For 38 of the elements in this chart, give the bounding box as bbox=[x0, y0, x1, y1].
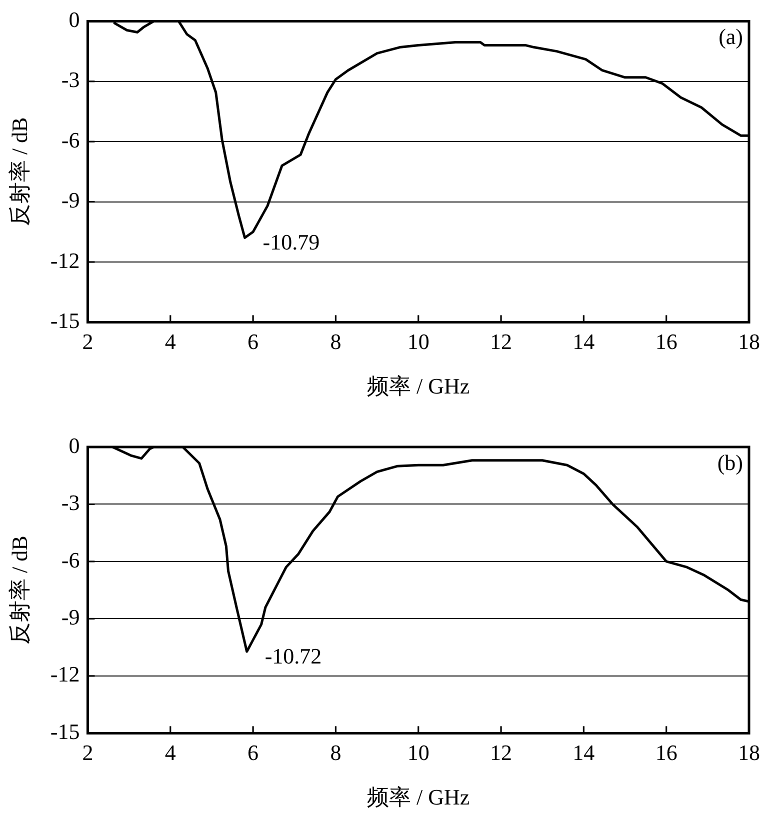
annotation: (b) bbox=[717, 450, 743, 475]
y-tick-label: -3 bbox=[61, 67, 80, 92]
y-tick-label: 0 bbox=[68, 432, 80, 458]
y-tick-label: -12 bbox=[50, 248, 80, 273]
y-tick-label: -15 bbox=[50, 308, 80, 333]
x-tick-label: 12 bbox=[490, 329, 512, 354]
x-tick-label: 8 bbox=[330, 329, 342, 354]
x-tick-label: 16 bbox=[655, 740, 678, 766]
y-tick-label: -6 bbox=[61, 127, 80, 152]
annotation: (a) bbox=[718, 24, 743, 49]
y-tick-label: 0 bbox=[68, 6, 80, 32]
y-tick-label: -9 bbox=[61, 604, 80, 630]
x-tick-label: 10 bbox=[407, 740, 430, 766]
y-axis-title: 反射率 / dB bbox=[6, 117, 32, 226]
annotation: -10.79 bbox=[262, 230, 320, 254]
x-tick-label: 18 bbox=[738, 740, 760, 766]
x-tick-label: 2 bbox=[82, 740, 94, 766]
x-tick-label: 14 bbox=[572, 740, 595, 766]
annotation: -10.72 bbox=[264, 643, 322, 668]
x-tick-label: 4 bbox=[164, 740, 176, 766]
y-tick-label: -6 bbox=[61, 547, 80, 572]
x-tick-label: 6 bbox=[248, 740, 259, 766]
x-tick-label: 4 bbox=[164, 329, 176, 354]
y-tick-label: -9 bbox=[61, 188, 80, 213]
y-tick-label: -3 bbox=[61, 490, 80, 516]
y-tick-label: -12 bbox=[50, 662, 80, 687]
x-axis-title: 频率 / GHz bbox=[367, 784, 470, 810]
x-tick-label: 6 bbox=[248, 329, 259, 354]
x-tick-label: 10 bbox=[407, 329, 430, 354]
y-tick-label: -15 bbox=[50, 718, 80, 744]
x-tick-label: 2 bbox=[82, 329, 94, 354]
x-tick-label: 12 bbox=[490, 740, 512, 766]
y-axis-title: 反射率 / dB bbox=[6, 536, 32, 644]
x-tick-label: 18 bbox=[738, 329, 760, 354]
x-tick-label: 14 bbox=[572, 329, 595, 354]
x-tick-label: 8 bbox=[330, 740, 342, 766]
x-tick-label: 16 bbox=[655, 329, 678, 354]
x-axis-title: 频率 / GHz bbox=[367, 374, 470, 399]
